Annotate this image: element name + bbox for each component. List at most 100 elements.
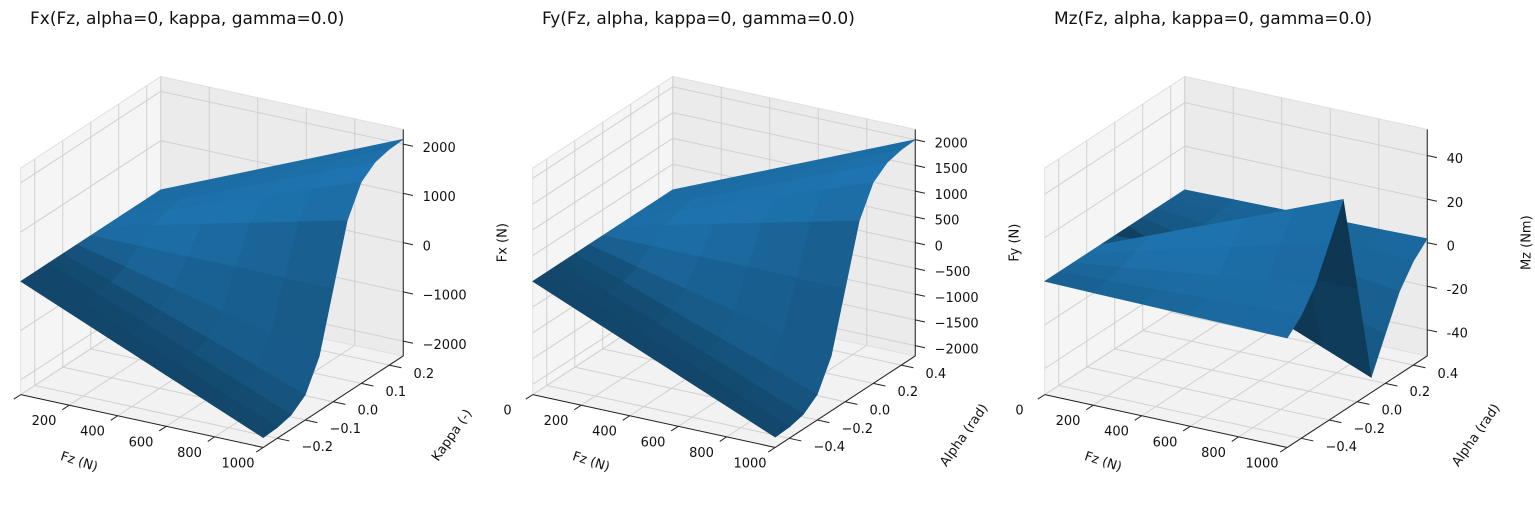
grid-line	[532, 86, 674, 179]
x-axis-line	[1044, 394, 1288, 448]
grid-line	[1184, 145, 1428, 200]
x-tick	[207, 436, 216, 442]
x-tick-label: 800	[689, 446, 714, 461]
z-tick-label: 0	[1447, 239, 1455, 254]
subplot: Fx(Fz, alpha=0, kappa, gamma=0.0) 0 200 400…	[13, 9, 511, 475]
surface-patch	[284, 220, 348, 289]
y-tick-label: −0.1	[329, 422, 361, 437]
z-tick-label: 0	[935, 239, 943, 254]
z-tick-label: -20	[1447, 283, 1468, 298]
z-axis-label: Fx (N)	[496, 223, 511, 262]
z-tick	[915, 190, 926, 194]
y-axis-line	[774, 355, 916, 448]
y-tick-label: −0.4	[1325, 440, 1357, 455]
x-axis-label: Fz (N)	[58, 449, 99, 475]
y-tick	[305, 419, 318, 424]
grid-line	[1114, 348, 1358, 403]
y-tick-label: −0.2	[841, 422, 873, 437]
x-tick-label: 400	[1104, 425, 1129, 440]
grid-line	[672, 86, 916, 141]
x-tick	[1134, 415, 1143, 421]
grid-line	[160, 90, 404, 145]
z-tick-label: 40	[1447, 152, 1464, 167]
x-tick	[670, 425, 679, 432]
grid-line	[20, 90, 162, 184]
z-tick-label: −2000	[423, 338, 467, 353]
x-tick	[1085, 404, 1094, 411]
surface-patch	[1238, 306, 1302, 339]
z-tick	[915, 139, 926, 143]
y-tick-label: 0.4	[925, 367, 946, 382]
x-tick	[1279, 447, 1288, 453]
z-tick-label: 1500	[935, 162, 968, 177]
z-tick	[915, 319, 926, 323]
grid-line	[532, 163, 674, 257]
y-tick	[1413, 364, 1426, 369]
z-axis-label: Mz (Nm)	[1520, 215, 1535, 270]
grid-line	[34, 384, 278, 439]
z-tick	[915, 345, 926, 349]
x-tick	[61, 404, 70, 411]
y-tick-label: −0.2	[1353, 422, 1385, 437]
grid-line	[20, 140, 162, 233]
z-tick	[1427, 155, 1438, 159]
y-tick	[277, 437, 290, 442]
z-tick-label: −500	[935, 265, 971, 280]
z-tick-label: −1000	[423, 289, 467, 304]
z-tick	[915, 267, 926, 272]
z-tick-label: 2000	[935, 136, 968, 151]
grid-line	[532, 112, 674, 205]
x-tick-label: 800	[177, 446, 202, 461]
x-tick-label: 0	[1015, 404, 1023, 419]
z-axis-label: Fy (N)	[1008, 224, 1023, 262]
subplot: Mz(Fz, alpha, kappa=0, gamma=0.0)0200400…	[1015, 9, 1534, 475]
z-tick	[1427, 242, 1438, 246]
x-tick-label: 0	[503, 404, 511, 419]
z-tick-label: -40	[1447, 327, 1468, 342]
y-tick-label: 0.2	[897, 385, 918, 400]
x-tick-label: 400	[592, 425, 617, 440]
y-tick	[817, 419, 830, 424]
y-tick	[1385, 382, 1398, 387]
x-tick	[719, 436, 728, 442]
z-tick-label: −1000	[935, 291, 979, 306]
y-tick-label: 0.1	[385, 385, 406, 400]
grid-line	[532, 137, 674, 231]
x-tick-label: 600	[1153, 435, 1178, 450]
grid-line	[1044, 145, 1186, 239]
grid-line	[1184, 102, 1428, 157]
x-tick	[158, 425, 167, 432]
surface-patch	[796, 220, 860, 289]
z-tick	[403, 143, 414, 147]
z-tick-label: 0	[423, 239, 431, 254]
y-tick	[389, 364, 402, 369]
x-tick	[1037, 394, 1046, 400]
z-tick	[915, 216, 926, 220]
x-tick	[255, 447, 264, 453]
z-tick-label: 500	[935, 214, 960, 229]
y-tick-label: 0.0	[869, 403, 890, 418]
y-tick	[789, 437, 802, 442]
x-tick-label: 600	[641, 435, 666, 450]
x-tick	[1182, 425, 1191, 432]
z-tick	[915, 293, 926, 297]
x-tick	[573, 404, 582, 411]
z-tick-label: 1000	[935, 188, 968, 203]
y-tick	[1329, 419, 1342, 424]
y-tick	[333, 401, 346, 405]
x-tick-label: 400	[80, 425, 105, 440]
z-tick-label: −1500	[935, 317, 979, 332]
y-axis-label: Alpha (rad)	[937, 401, 991, 469]
chart-title: Fy(Fz, alpha, kappa=0, gamma=0.0)	[542, 9, 855, 29]
x-axis-line	[532, 394, 776, 448]
x-tick	[1231, 436, 1240, 442]
x-tick-label: 600	[129, 435, 154, 450]
x-tick-label: 200	[544, 414, 569, 429]
z-tick	[403, 340, 414, 344]
chart-title: Mz(Fz, alpha, kappa=0, gamma=0.0)	[1054, 9, 1372, 29]
y-tick-label: 0.2	[413, 367, 434, 382]
y-tick-label: 0.2	[1409, 385, 1430, 400]
x-axis-line	[20, 394, 264, 448]
z-tick	[915, 242, 926, 246]
y-tick	[845, 401, 858, 405]
